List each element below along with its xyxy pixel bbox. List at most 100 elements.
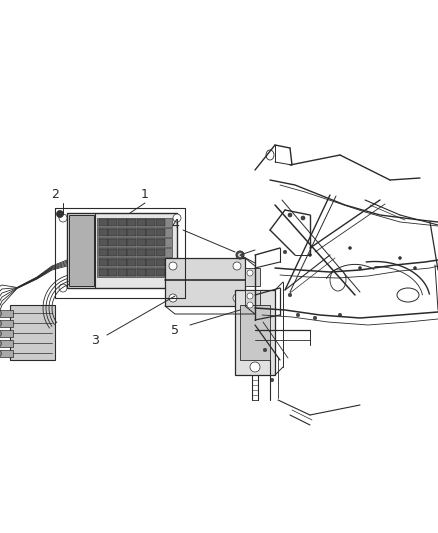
Circle shape — [301, 216, 305, 220]
Bar — [127, 249, 136, 256]
Circle shape — [247, 270, 253, 276]
Circle shape — [288, 293, 292, 297]
Circle shape — [57, 211, 64, 217]
Bar — [245, 268, 260, 286]
Ellipse shape — [397, 288, 419, 302]
Circle shape — [308, 254, 311, 256]
Bar — [99, 249, 108, 256]
Bar — [146, 269, 155, 276]
Bar — [127, 259, 136, 266]
Circle shape — [413, 266, 417, 270]
Bar — [99, 219, 108, 226]
Circle shape — [0, 340, 1, 347]
Bar — [97, 238, 172, 247]
Bar — [109, 229, 117, 236]
Bar — [0, 350, 13, 357]
Bar — [127, 229, 136, 236]
Bar — [127, 239, 136, 246]
Bar — [67, 213, 177, 288]
Circle shape — [358, 266, 361, 270]
Bar — [0, 330, 13, 337]
Bar — [118, 249, 127, 256]
Text: 4: 4 — [171, 219, 179, 231]
Bar — [118, 239, 127, 246]
Circle shape — [59, 284, 67, 292]
Bar — [137, 239, 146, 246]
Circle shape — [263, 348, 267, 352]
Circle shape — [250, 293, 260, 303]
Bar — [245, 290, 260, 305]
Bar — [137, 269, 146, 276]
Circle shape — [0, 320, 1, 327]
Bar — [99, 229, 108, 236]
Bar — [137, 219, 146, 226]
Circle shape — [169, 294, 177, 302]
Bar — [109, 249, 117, 256]
Bar — [156, 249, 165, 256]
Bar — [97, 248, 172, 257]
Bar — [146, 219, 155, 226]
Circle shape — [288, 213, 292, 217]
Bar — [156, 259, 165, 266]
Bar — [235, 290, 275, 375]
Circle shape — [173, 284, 181, 292]
Bar — [10, 305, 55, 360]
Bar — [137, 259, 146, 266]
Bar — [0, 320, 13, 327]
Bar — [118, 269, 127, 276]
Circle shape — [169, 262, 177, 270]
Bar — [97, 218, 172, 227]
Circle shape — [173, 214, 181, 222]
Text: 3: 3 — [91, 334, 99, 346]
Circle shape — [283, 250, 287, 254]
Bar — [156, 239, 165, 246]
Bar — [127, 219, 136, 226]
Bar — [146, 259, 155, 266]
Circle shape — [247, 293, 253, 299]
Circle shape — [313, 316, 317, 320]
Circle shape — [349, 246, 352, 249]
Circle shape — [338, 313, 342, 317]
Bar — [146, 249, 155, 256]
Bar — [146, 239, 155, 246]
Bar — [156, 229, 165, 236]
Bar — [118, 259, 127, 266]
Circle shape — [236, 251, 244, 259]
Circle shape — [239, 254, 241, 256]
Bar — [156, 219, 165, 226]
Text: 5: 5 — [171, 324, 179, 336]
Bar — [118, 229, 127, 236]
Bar — [97, 258, 172, 267]
Circle shape — [0, 330, 1, 337]
Circle shape — [247, 302, 253, 308]
Bar — [137, 229, 146, 236]
Bar — [97, 228, 172, 237]
Bar — [109, 269, 117, 276]
Bar — [109, 219, 117, 226]
Bar — [0, 310, 13, 317]
Circle shape — [250, 362, 260, 372]
Bar — [137, 249, 146, 256]
Circle shape — [399, 256, 402, 260]
Circle shape — [59, 214, 67, 222]
Bar — [118, 219, 127, 226]
Circle shape — [0, 310, 1, 317]
Bar — [109, 239, 117, 246]
Bar — [165, 258, 245, 306]
Bar — [99, 259, 108, 266]
Bar — [69, 215, 94, 286]
Bar — [99, 239, 108, 246]
Circle shape — [296, 313, 300, 317]
Bar — [127, 269, 136, 276]
Bar — [99, 269, 108, 276]
Ellipse shape — [330, 269, 346, 291]
Text: 2: 2 — [51, 189, 59, 201]
Circle shape — [270, 378, 274, 382]
Ellipse shape — [266, 150, 274, 160]
Circle shape — [233, 294, 241, 302]
Bar — [156, 269, 165, 276]
Bar — [109, 259, 117, 266]
Bar — [146, 229, 155, 236]
Bar — [240, 305, 270, 360]
Circle shape — [233, 262, 241, 270]
